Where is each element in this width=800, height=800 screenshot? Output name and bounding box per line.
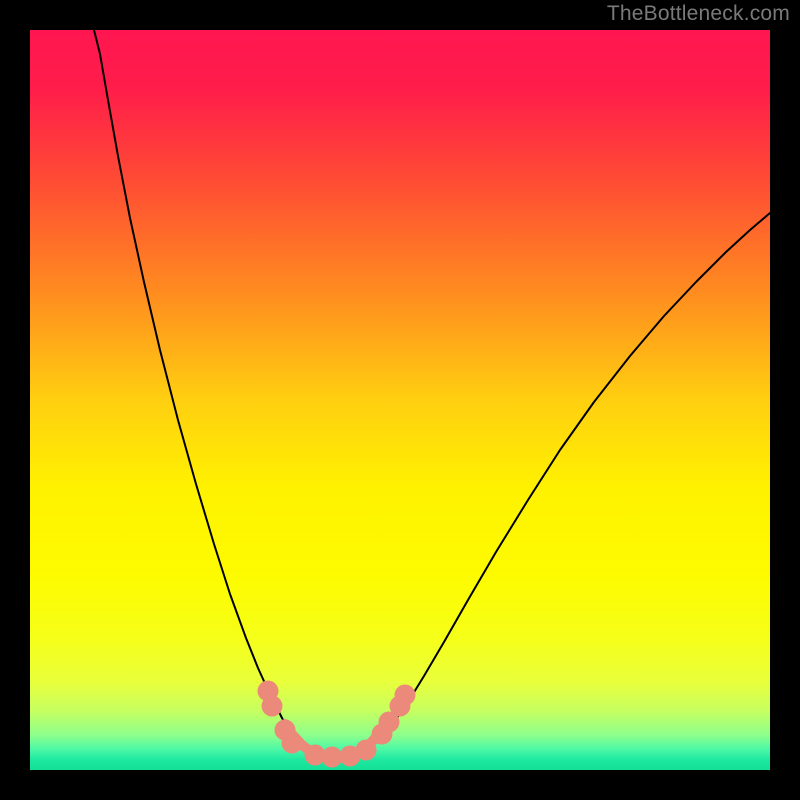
watermark-label: TheBottleneck.com xyxy=(607,2,790,26)
plot-background xyxy=(30,30,770,770)
highlight-dot xyxy=(262,696,283,717)
highlight-dot xyxy=(356,740,377,761)
chart-stage: TheBottleneck.com xyxy=(0,0,800,800)
plot-frame xyxy=(30,30,770,770)
bottleneck-curve-plot xyxy=(30,30,770,770)
highlight-dot xyxy=(322,747,343,768)
highlight-dot xyxy=(395,685,416,706)
highlight-dot xyxy=(282,733,303,754)
